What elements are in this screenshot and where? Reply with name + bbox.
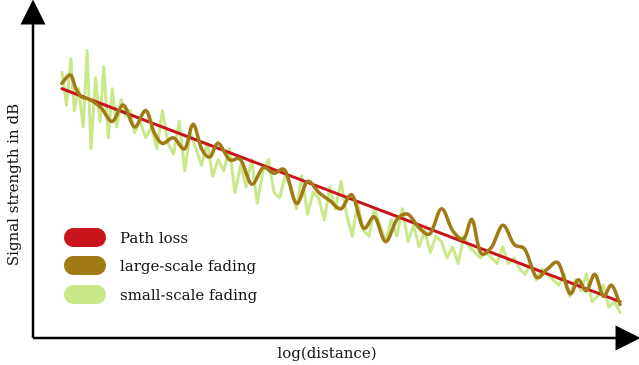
- legend-swatch-path-loss: [64, 228, 106, 247]
- x-axis-label: log(distance): [277, 344, 376, 362]
- series-line-small-scale-fading: [60, 49, 622, 314]
- legend: Path loss large-scale fading small-scale…: [64, 228, 258, 304]
- y-axis-label: Signal strength in dB: [4, 104, 22, 266]
- series-layer: [60, 49, 622, 314]
- legend-label-path-loss: Path loss: [120, 229, 188, 247]
- legend-swatch-large-scale-fading: [64, 256, 106, 275]
- legend-label-small-scale-fading: small-scale fading: [120, 286, 258, 304]
- series-line-large-scale-fading: [60, 73, 622, 307]
- legend-swatch-small-scale-fading: [64, 285, 106, 304]
- legend-label-large-scale-fading: large-scale fading: [120, 257, 256, 275]
- series-line-path-loss: [60, 87, 622, 304]
